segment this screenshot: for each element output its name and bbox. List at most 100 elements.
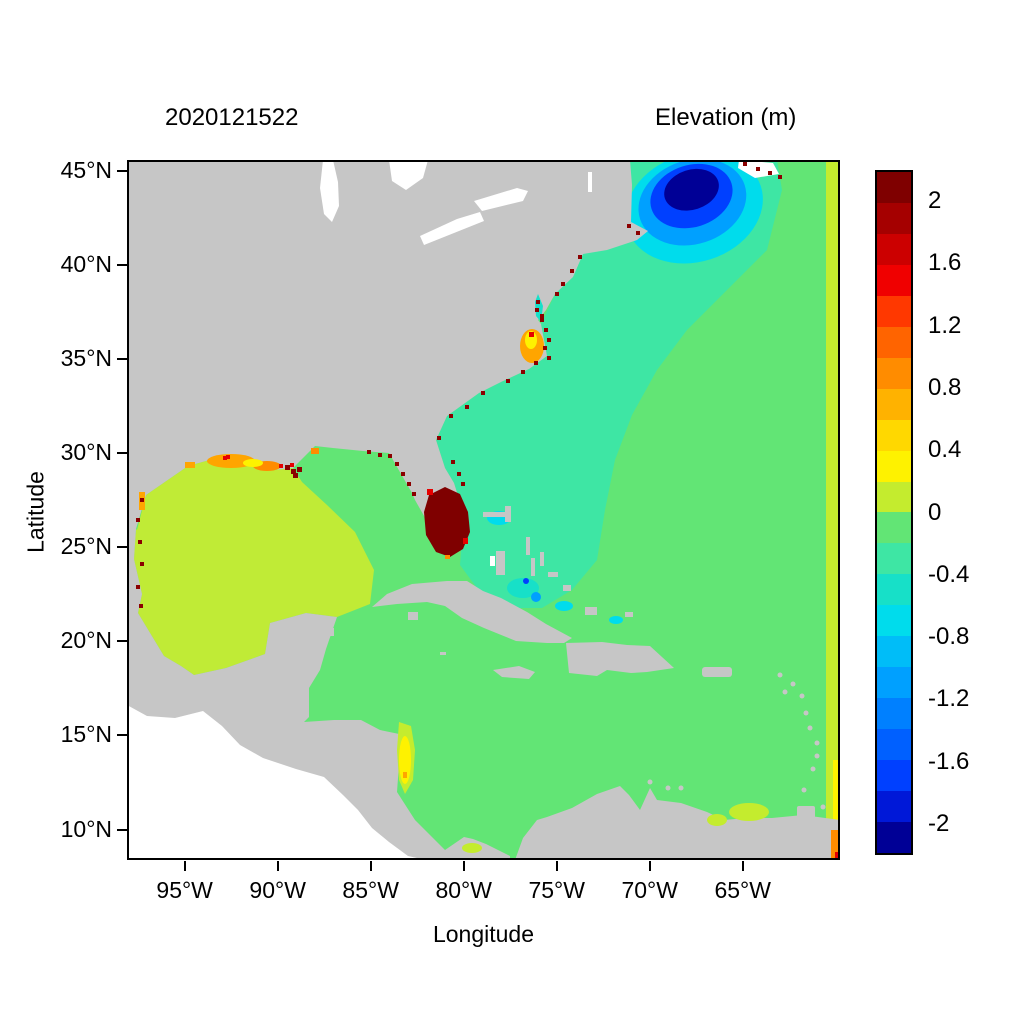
southeast-corner-anomaly — [831, 830, 840, 860]
x-axis-tick-mark — [462, 861, 465, 871]
north-america-landmass — [127, 160, 648, 860]
pamlico-sound-anomaly — [520, 329, 544, 363]
mosquito-coast-anomaly — [397, 722, 415, 794]
y-axis-tick-label: 10°N — [60, 815, 112, 842]
abaco — [505, 506, 511, 522]
colorbar-block — [877, 326, 911, 358]
x-axis-tick-mark — [741, 861, 744, 871]
plot-frame — [127, 160, 840, 860]
pacific-masked-region — [127, 705, 426, 860]
y-axis-tick-mark — [117, 452, 127, 455]
caribbean-islands — [330, 506, 826, 818]
colorbar-tick-label: -0.4 — [928, 560, 970, 588]
colorbar-tick-label: -2 — [928, 809, 950, 837]
lake-erie — [420, 212, 484, 245]
coastal-high-water-markers — [136, 162, 782, 608]
cayman-islands — [440, 652, 446, 655]
colorbar-block — [877, 450, 911, 482]
colorbar-block — [877, 264, 911, 296]
colorbar-tick-label: -1.2 — [928, 685, 970, 713]
cuba-island — [372, 581, 572, 643]
east-boundary-yellow-band — [833, 760, 840, 830]
y-axis-tick-label: 25°N — [60, 533, 112, 560]
y-axis-tick-label: 45°N — [60, 157, 112, 184]
elevation-map — [127, 160, 840, 860]
x-axis-tick-label: 65°W — [714, 877, 771, 903]
lake-champlain — [588, 172, 592, 192]
y-axis-tick-mark — [117, 264, 127, 267]
x-axis-tick-mark — [183, 861, 186, 871]
y-axis-tick-label: 15°N — [60, 721, 112, 748]
turks-islands — [625, 612, 633, 617]
y-axis-tick-label: 35°N — [60, 345, 112, 372]
colorbar-block — [877, 822, 911, 853]
panama-coast-anomaly — [462, 843, 482, 853]
y-axis-tick-label: 40°N — [60, 251, 112, 278]
colorbar-block — [877, 233, 911, 265]
y-axis-tick-mark — [117, 640, 127, 643]
gulf-of-maine-low-anomaly — [625, 160, 763, 264]
isla-juventud — [408, 612, 418, 620]
lake-ontario — [474, 188, 528, 211]
grand-bahama — [483, 512, 507, 517]
gulf-of-mexico-positive-region — [134, 459, 374, 675]
colorbar-block — [877, 636, 911, 668]
colorbar-tick-label: 1.6 — [928, 249, 962, 277]
jamaica-island — [493, 666, 535, 679]
venezuela-coast-anomalies — [462, 803, 769, 853]
andros — [496, 551, 505, 575]
colorbar — [875, 170, 913, 855]
colorbar-block — [877, 605, 911, 637]
colorbar-tick-label: -0.8 — [928, 623, 970, 651]
colorbar-block — [877, 295, 911, 327]
colorbar-block — [877, 357, 911, 389]
y-axis-tick-label: 20°N — [60, 627, 112, 654]
y-axis-tick-mark — [117, 828, 127, 831]
x-axis-tick-label: 90°W — [249, 877, 306, 903]
colorbar-block — [877, 202, 911, 234]
puerto-rico-island — [702, 667, 732, 677]
y-axis-tick-mark — [117, 734, 127, 737]
colorbar-block — [877, 481, 911, 513]
colorbar-title: Elevation (m) — [655, 104, 797, 131]
colorbar-block — [877, 419, 911, 451]
colorbar-tick-label: 0 — [928, 498, 942, 526]
coastal-negative-region — [436, 160, 782, 608]
cat-island — [540, 552, 544, 566]
hispaniola-island — [566, 642, 674, 676]
x-axis-tick-mark — [555, 861, 558, 871]
colorbar-tick-label: 0.4 — [928, 436, 962, 464]
x-axis-tick-label: 80°W — [435, 877, 492, 903]
colorbar-block — [877, 543, 911, 575]
y-axis-tick-label: 30°N — [60, 439, 112, 466]
colorbar-block — [877, 574, 911, 606]
colorbar-blocks — [877, 172, 911, 853]
y-axis-tick-mark — [117, 358, 127, 361]
colorbar-block — [877, 512, 911, 544]
colorbar-tick-label: 1.2 — [928, 311, 962, 339]
south-america-landmass — [515, 786, 840, 860]
long-island-bahamas — [548, 572, 558, 577]
timestamp-title: 2020121522 — [165, 104, 299, 131]
colorbar-tick-label: -1.6 — [928, 747, 970, 775]
colorbar-block — [877, 729, 911, 761]
colorbar-tick-label: 0.8 — [928, 373, 962, 401]
colorbar-block — [877, 698, 911, 730]
lake-huron — [389, 160, 428, 190]
x-axis-tick-label: 70°W — [621, 877, 678, 903]
trinidad-island — [797, 806, 815, 818]
x-axis-tick-label: 85°W — [342, 877, 399, 903]
coastal-red-markers — [223, 455, 294, 468]
colorbar-block — [877, 760, 911, 792]
x-axis-tick-label: 95°W — [156, 877, 213, 903]
colorbar-block — [877, 791, 911, 823]
exuma — [531, 558, 535, 576]
colorbar-block — [877, 667, 911, 699]
colorbar-tick-label: 2 — [928, 187, 942, 215]
y-axis-tick-mark — [117, 170, 127, 173]
x-axis-tick-mark — [276, 861, 279, 871]
y-axis-tick-mark — [117, 546, 127, 549]
eleuthera — [526, 537, 530, 555]
great-inagua — [585, 607, 597, 615]
